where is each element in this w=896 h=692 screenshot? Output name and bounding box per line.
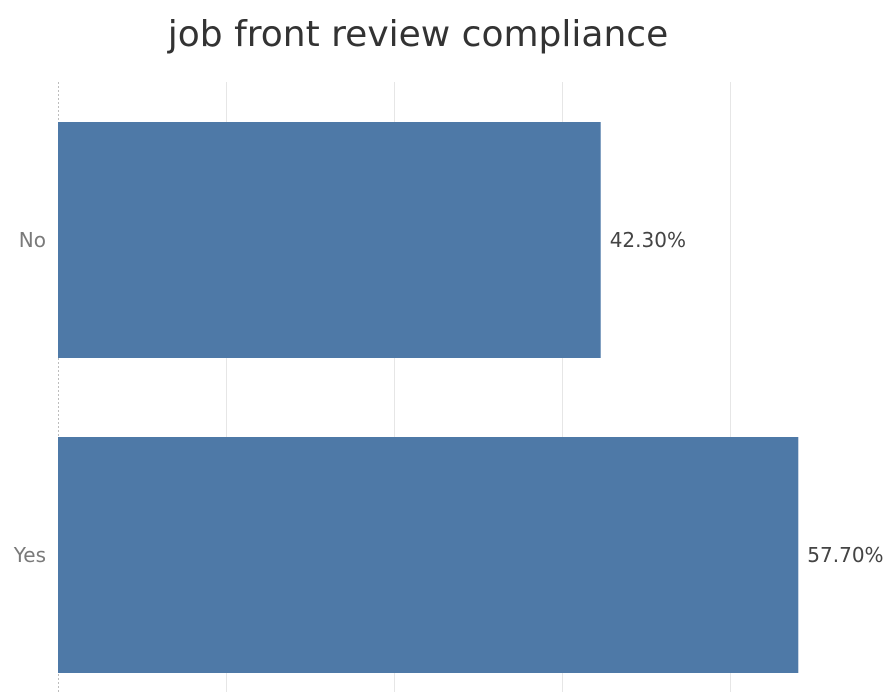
bar-yes[interactable]	[58, 437, 799, 673]
bars	[58, 122, 799, 673]
category-label-no: No	[19, 228, 46, 252]
chart-title: job front review compliance	[167, 14, 669, 55]
labels: No 42.30% Yes 57.70%	[13, 228, 884, 567]
value-label-yes: 57.70%	[807, 543, 883, 567]
category-label-yes: Yes	[13, 543, 46, 567]
bar-no[interactable]	[58, 122, 601, 358]
value-label-no: 42.30%	[610, 228, 686, 252]
